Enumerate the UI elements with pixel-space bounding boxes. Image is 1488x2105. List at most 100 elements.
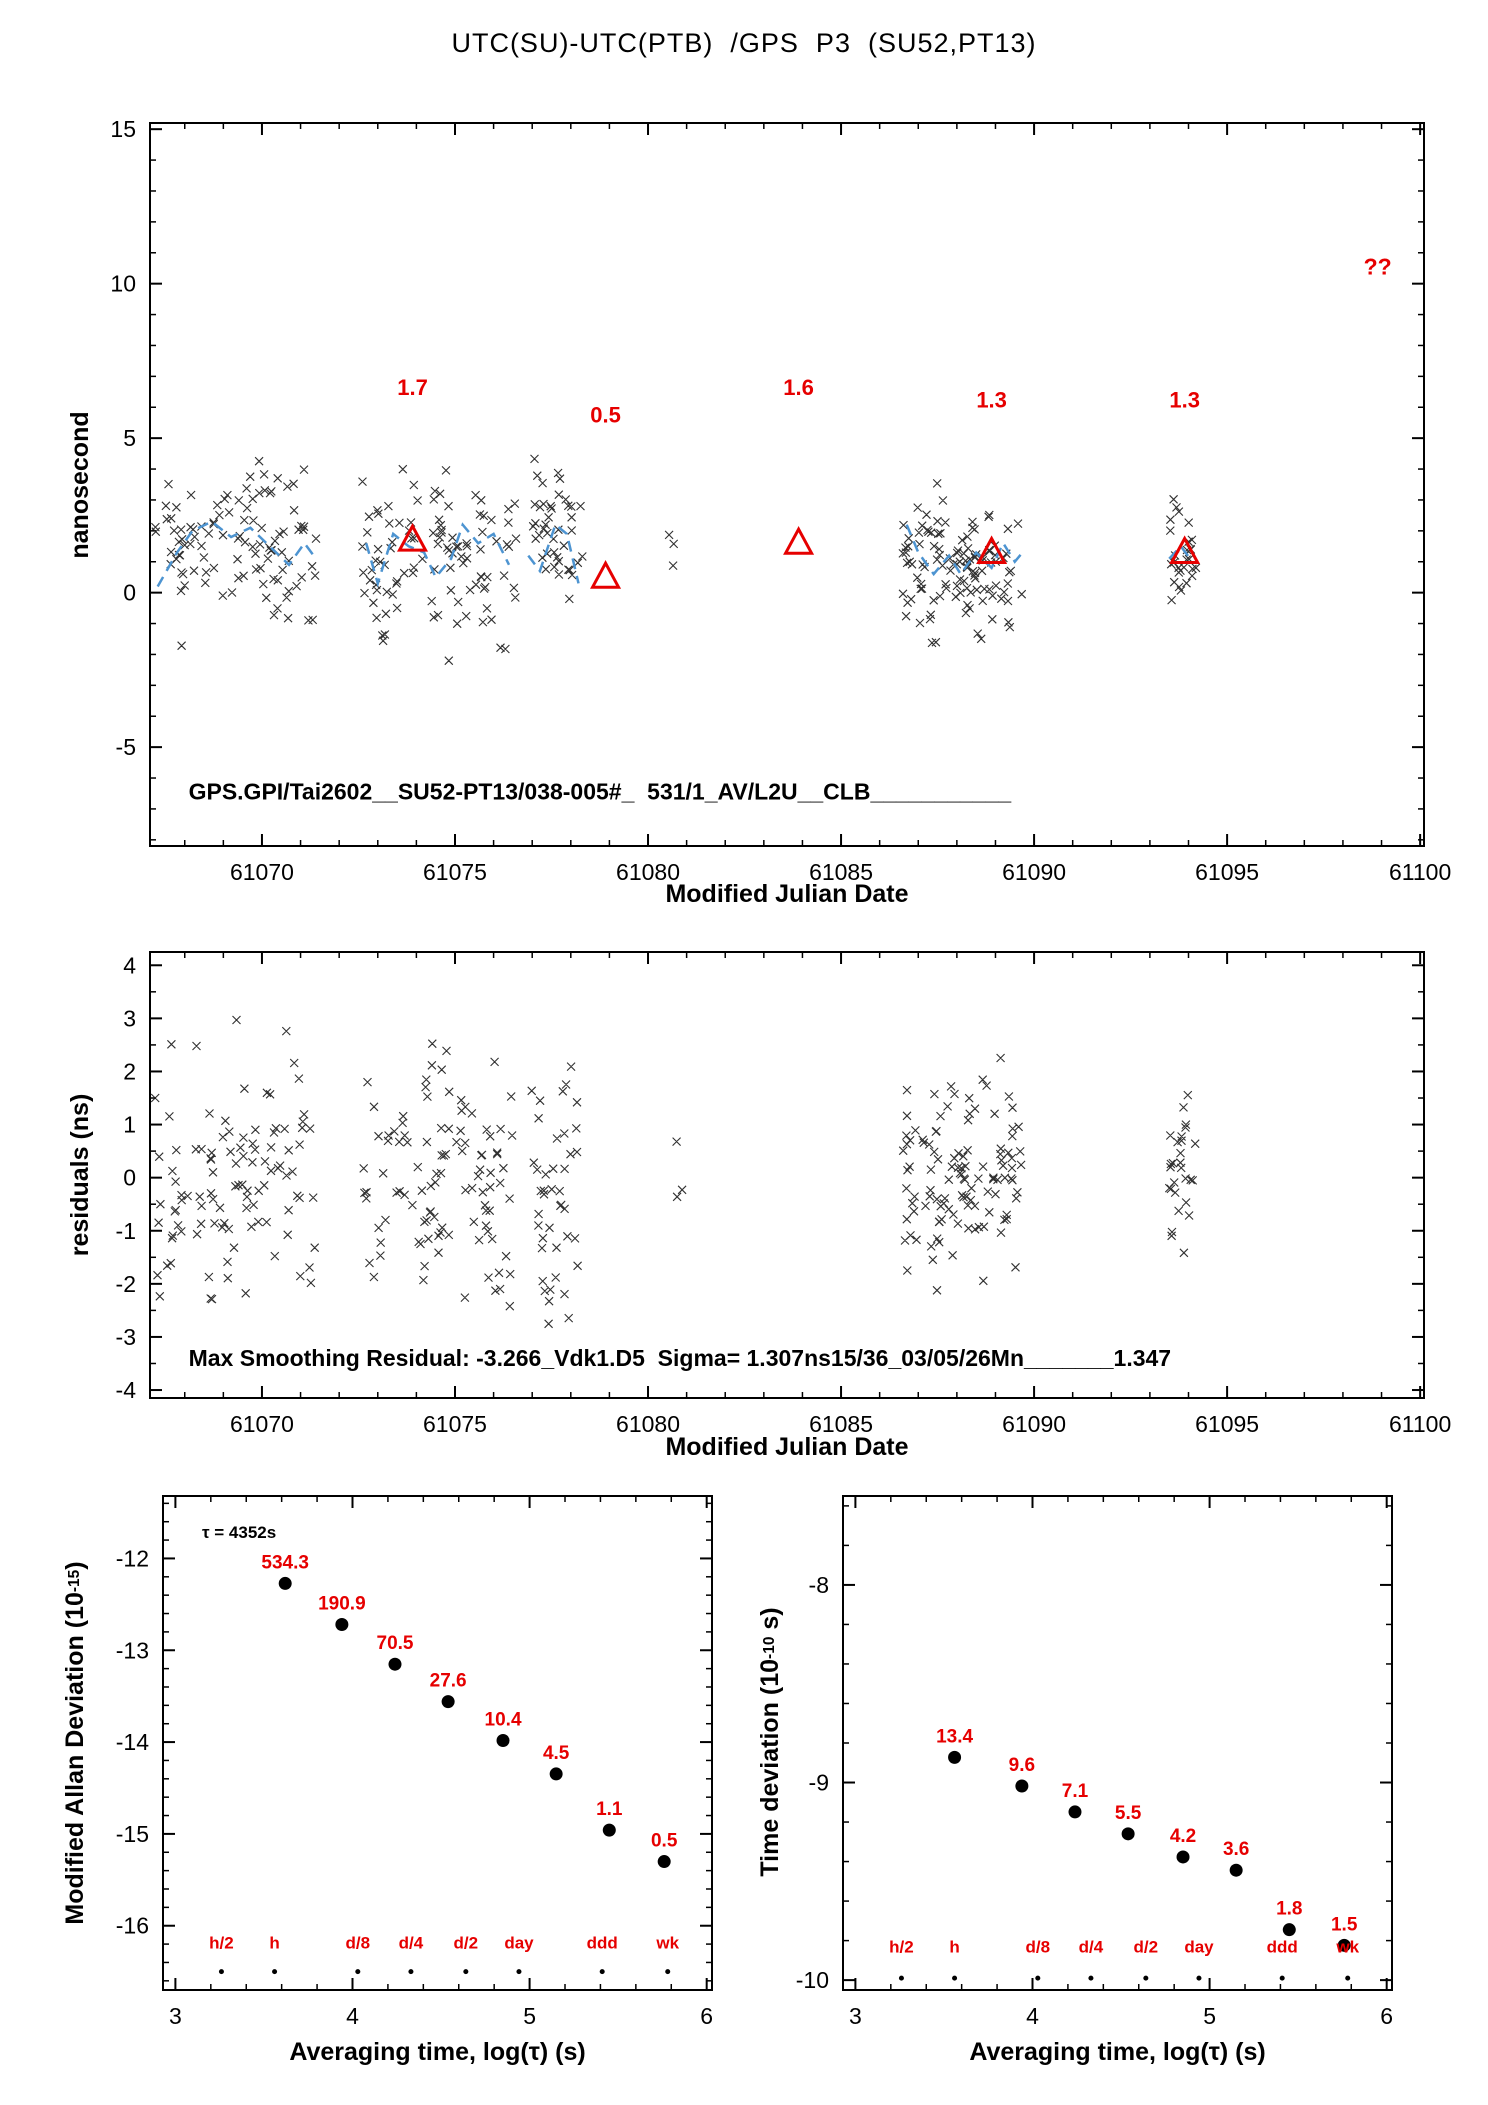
data-point <box>1282 1923 1296 1937</box>
major-ticks <box>150 123 1424 846</box>
point-value-label: 0.5 <box>651 1831 678 1852</box>
data-point <box>388 1657 402 1671</box>
scatter-points <box>150 1015 1200 1329</box>
svg-text:61100: 61100 <box>1389 1411 1451 1437</box>
axes-frame <box>149 951 1425 1399</box>
svg-text:5: 5 <box>523 2003 536 2029</box>
triangle-marker <box>590 560 622 589</box>
tau-dot <box>1345 1975 1351 1981</box>
tau-label: h <box>949 1937 959 1956</box>
axes-frame <box>162 1495 713 1991</box>
data-point <box>602 1823 616 1837</box>
minor-ticks <box>150 952 1424 1398</box>
top-y-axis-label-text: nanosecond <box>65 411 94 559</box>
point-value-label: 1.8 <box>1276 1899 1302 1920</box>
svg-text:4: 4 <box>123 952 136 978</box>
smoothing-curve <box>156 520 1194 588</box>
data-point <box>1015 1779 1029 1793</box>
point-value-label: 3.6 <box>1223 1839 1249 1860</box>
point-value-label: 27.6 <box>430 1671 467 1692</box>
triangle-value-label: 1.6 <box>783 375 814 400</box>
tau-tick-labels: h/2 h d/8 d/4 d/2 day ddd wk <box>889 1937 1360 1981</box>
tick-labels: 3 4 5 6 -8 -9 -10 <box>796 1572 1393 2029</box>
svg-text:61085: 61085 <box>809 859 873 885</box>
svg-text:10: 10 <box>110 271 136 297</box>
tick-labels: 3 4 5 6 -12 -13 -14 -15 -16 <box>116 1545 713 2029</box>
point-value-label: 13.4 <box>936 1726 973 1747</box>
svg-text:61075: 61075 <box>423 1411 487 1437</box>
minor-ticks <box>150 123 1424 846</box>
svg-text:6: 6 <box>1380 2003 1393 2029</box>
point-value-label: 9.6 <box>1009 1755 1035 1776</box>
mdev-y-axis-label: Modified Allan Deviation (10 -15) <box>59 1483 91 2003</box>
svg-text:6: 6 <box>700 2003 713 2029</box>
data-point <box>278 1576 292 1590</box>
point-value-label: 7.1 <box>1062 1781 1089 1802</box>
axes-frame <box>842 1495 1393 1991</box>
tau-label: h/2 <box>209 1934 234 1953</box>
tau-dot <box>599 1969 605 1975</box>
svg-text:-5: -5 <box>116 734 136 760</box>
svg-text:-14: -14 <box>116 1729 149 1755</box>
middle-x-axis-label: Modified Julian Date <box>665 1433 909 1461</box>
tau-dot <box>1035 1975 1041 1981</box>
tdev-y-axis-label: Time deviation (10 -10 s) <box>754 1482 786 2002</box>
svg-text:-13: -13 <box>116 1637 149 1663</box>
svg-text:-2: -2 <box>116 1271 136 1297</box>
point-value-label: 190.9 <box>318 1593 366 1614</box>
major-ticks <box>150 952 1424 1398</box>
tick-labels: 61070 61075 61080 61085 61090 61095 61100 -4 -3 -… <box>116 952 1452 1437</box>
triangle-value-label: 1.7 <box>397 375 428 400</box>
panel-phase: 61070 61075 61080 61085 61090 61095 61100 -5 0 5 1… <box>110 116 1451 885</box>
tau-label: ddd <box>587 1934 618 1953</box>
panel-residuals: 61070 61075 61080 61085 61090 61095 61100 -4 -3 -… <box>116 951 1452 1437</box>
mdev-y-label-suffix: ) <box>60 1561 89 1570</box>
mdev-y-label-prefix: Modified Allan Deviation (10 <box>60 1592 89 1925</box>
point-value-label: 70.5 <box>377 1633 414 1654</box>
triangle-value-label: 0.5 <box>590 403 621 428</box>
triangle-value-label: 1.3 <box>1169 387 1200 412</box>
svg-text:4: 4 <box>1026 2003 1039 2029</box>
svg-text:61090: 61090 <box>1002 859 1066 885</box>
deviation-points: 534.3 190.9 70.5 27.6 10.4 4.5 1.1 0.5 <box>261 1552 678 1869</box>
panel-annotation: Max Smoothing Residual: -3.266_Vdk1.D5 S… <box>189 1345 1172 1371</box>
point-value-label: 5.5 <box>1115 1803 1142 1824</box>
data-point <box>1176 1850 1190 1864</box>
tau-dot <box>355 1969 361 1975</box>
tdev-x-axis-label: Averaging time, log(τ) (s) <box>969 2038 1266 2066</box>
point-value-label: 534.3 <box>261 1552 309 1573</box>
point-value-label: 4.5 <box>543 1743 570 1764</box>
svg-text:61070: 61070 <box>230 859 294 885</box>
data-point <box>335 1617 349 1631</box>
tau-label: d/8 <box>1026 1937 1051 1956</box>
data-point <box>549 1767 563 1781</box>
svg-text:-8: -8 <box>809 1572 829 1598</box>
major-ticks <box>843 1496 1392 1990</box>
tdev-y-label-prefix: Time deviation (10 <box>755 1658 784 1877</box>
tau-label: d/4 <box>1079 1937 1104 1956</box>
svg-text:3: 3 <box>849 2003 862 2029</box>
major-ticks <box>163 1496 712 1990</box>
data-point <box>1229 1863 1243 1877</box>
svg-text:-10: -10 <box>796 1967 829 1993</box>
top-y-axis-label: nanosecond <box>64 225 96 745</box>
tau-dot <box>516 1969 522 1975</box>
point-value-label: 4.2 <box>1170 1826 1196 1847</box>
svg-text:15: 15 <box>110 116 136 142</box>
middle-y-axis-label-text: residuals (ns) <box>65 1093 94 1257</box>
svg-text:-3: -3 <box>116 1324 136 1350</box>
tau-dot <box>463 1969 469 1975</box>
panel-annotation: GPS.GPI/Tai2602__SU52-PT13/038-005#_ 531… <box>189 779 1012 805</box>
scatter-points <box>151 454 1201 666</box>
tick-labels: 61070 61075 61080 61085 61090 61095 61100 -5 0 5 1… <box>110 116 1451 885</box>
svg-text:61095: 61095 <box>1195 859 1259 885</box>
triangle-marker <box>976 535 1008 564</box>
tai-triangle-markers: 1.7 0.5 1.6 1.3 1.3 <box>397 375 1201 589</box>
tau-dot <box>272 1969 278 1975</box>
data-point <box>1337 1938 1351 1952</box>
minor-ticks <box>843 1496 1392 1990</box>
tau-label: h/2 <box>889 1937 914 1956</box>
svg-text:1: 1 <box>123 1112 136 1138</box>
tau-dot <box>1279 1975 1285 1981</box>
